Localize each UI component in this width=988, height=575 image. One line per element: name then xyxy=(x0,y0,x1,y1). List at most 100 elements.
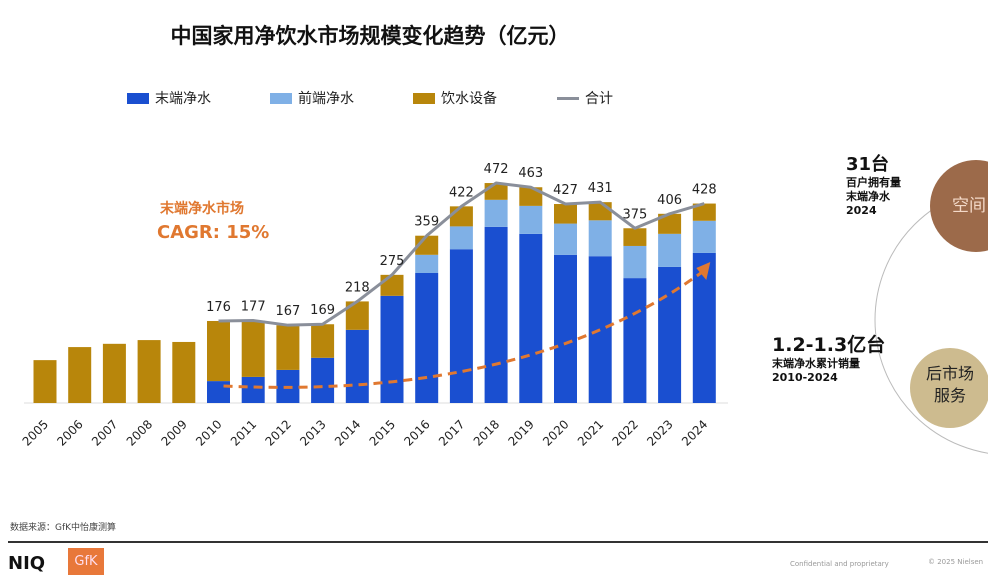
legend-item-front: 前端净水 xyxy=(270,88,354,108)
legend-label: 前端净水 xyxy=(298,91,354,107)
x-tick-label: 2010 xyxy=(193,417,224,448)
legend-item-total: 合计 xyxy=(557,88,613,108)
total-label: 428 xyxy=(692,183,717,198)
stat-line: 百户拥有量 xyxy=(846,176,901,189)
x-tick-label: 2009 xyxy=(158,417,189,448)
x-tick-label: 2012 xyxy=(263,417,294,448)
total-label: 218 xyxy=(345,280,370,295)
circle-label: 空间 xyxy=(952,196,986,216)
bar-segment xyxy=(345,329,369,403)
x-tick-label: 2019 xyxy=(505,417,536,448)
bar-segment xyxy=(658,233,682,267)
bar-segment xyxy=(554,254,577,403)
bar-segment xyxy=(137,340,161,403)
total-label: 167 xyxy=(275,304,300,319)
stat-line: 末端净水 xyxy=(846,190,890,203)
bar-segment xyxy=(415,272,439,403)
legend-swatch xyxy=(270,92,292,104)
x-tick-label: 2017 xyxy=(436,417,467,448)
legend-label: 饮水设备 xyxy=(441,91,497,107)
total-label: 422 xyxy=(449,185,474,200)
bar-segment xyxy=(623,228,647,246)
bar-segment xyxy=(241,376,265,403)
bar-segment xyxy=(449,226,473,250)
stat-line: 2024 xyxy=(846,204,877,217)
stat-line: 2010-2024 xyxy=(772,371,838,384)
bar-segment xyxy=(692,252,716,403)
bar-segment xyxy=(588,202,612,221)
bar-segment xyxy=(276,325,300,370)
bar-segment xyxy=(33,360,57,403)
x-tick-label: 2016 xyxy=(401,417,432,448)
total-label: 275 xyxy=(380,254,405,269)
arc-decoration xyxy=(874,186,988,454)
bar-segment xyxy=(449,249,473,403)
total-label: 463 xyxy=(518,166,543,181)
total-label: 406 xyxy=(657,193,682,208)
copyright: © 2025 Nielsen xyxy=(928,558,984,566)
total-line xyxy=(218,181,705,327)
bar-segment xyxy=(588,256,612,403)
x-tick-label: 2005 xyxy=(20,417,51,448)
total-label: 359 xyxy=(414,215,439,230)
cagr-trend-arrow xyxy=(223,270,704,389)
legend-label: 末端净水 xyxy=(155,91,211,107)
bar-segment xyxy=(484,199,508,227)
x-tick-label: 2022 xyxy=(610,417,641,448)
bar-segment xyxy=(415,254,439,273)
legend-swatch xyxy=(413,92,435,104)
cagr-label: 末端净水市场 xyxy=(160,201,244,217)
bar-segment xyxy=(207,381,230,403)
stat-big: 1.2-1.3亿台 xyxy=(772,334,886,356)
total-label: 431 xyxy=(588,181,613,196)
bar-segment xyxy=(102,343,126,403)
x-tick-label: 2020 xyxy=(540,417,571,448)
x-tick-label: 2018 xyxy=(471,417,502,448)
x-tick-label: 2021 xyxy=(575,417,606,448)
total-label: 176 xyxy=(206,300,231,315)
total-label: 177 xyxy=(241,300,266,315)
chart-title: 中国家用净饮水市场规模变化趋势（亿元） xyxy=(170,24,570,48)
arrow-head xyxy=(696,262,711,280)
footer-divider xyxy=(8,541,988,543)
bar-segment xyxy=(380,295,404,403)
data-source: 数据来源：GfK中怡康测算 xyxy=(10,523,117,533)
circle-label: 后市场 xyxy=(925,364,974,383)
stat-households: 31台 百户拥有量 末端净水 2024 xyxy=(846,150,901,218)
bar-segment xyxy=(692,220,716,253)
x-tick-label: 2011 xyxy=(228,417,259,448)
x-tick-label: 2007 xyxy=(89,417,120,448)
x-tick-label: 2015 xyxy=(367,417,398,448)
x-tick-label: 2006 xyxy=(54,417,85,448)
bar-segment xyxy=(484,183,508,200)
confidential-note: Confidential and proprietary xyxy=(790,560,889,568)
legend-item-dispenser: 饮水设备 xyxy=(413,88,497,108)
legend-item-terminal: 末端净水 xyxy=(127,88,211,108)
bar-segment xyxy=(241,320,265,377)
bar-segment xyxy=(380,274,404,296)
bar-segment xyxy=(449,206,473,227)
legend-line xyxy=(557,96,579,100)
bar-segment xyxy=(311,357,335,403)
x-tick-label: 2024 xyxy=(679,417,710,448)
total-label: 427 xyxy=(553,183,578,198)
stat-cumulative: 1.2-1.3亿台 末端净水累计销量 2010-2024 xyxy=(772,330,885,385)
x-tick-label: 2014 xyxy=(332,417,363,448)
bar-segment xyxy=(172,341,196,403)
bar-segment xyxy=(519,205,543,234)
stat-line: 末端净水累计销量 xyxy=(772,357,860,370)
stat-big: 31台 xyxy=(846,154,890,175)
circle-label: 服务 xyxy=(933,386,966,405)
bar-segment xyxy=(692,203,716,221)
bar-segment xyxy=(658,266,682,403)
x-tick-label: 2023 xyxy=(644,417,675,448)
bar-segment xyxy=(519,187,543,206)
legend-label: 合计 xyxy=(585,91,613,107)
bar-segment xyxy=(345,301,369,330)
niq-logo: NIQ xyxy=(8,553,46,574)
gfk-logo: GfK xyxy=(68,548,104,575)
bar-segment xyxy=(554,223,577,255)
x-tick-label: 2008 xyxy=(124,417,155,448)
total-label: 472 xyxy=(484,162,509,177)
